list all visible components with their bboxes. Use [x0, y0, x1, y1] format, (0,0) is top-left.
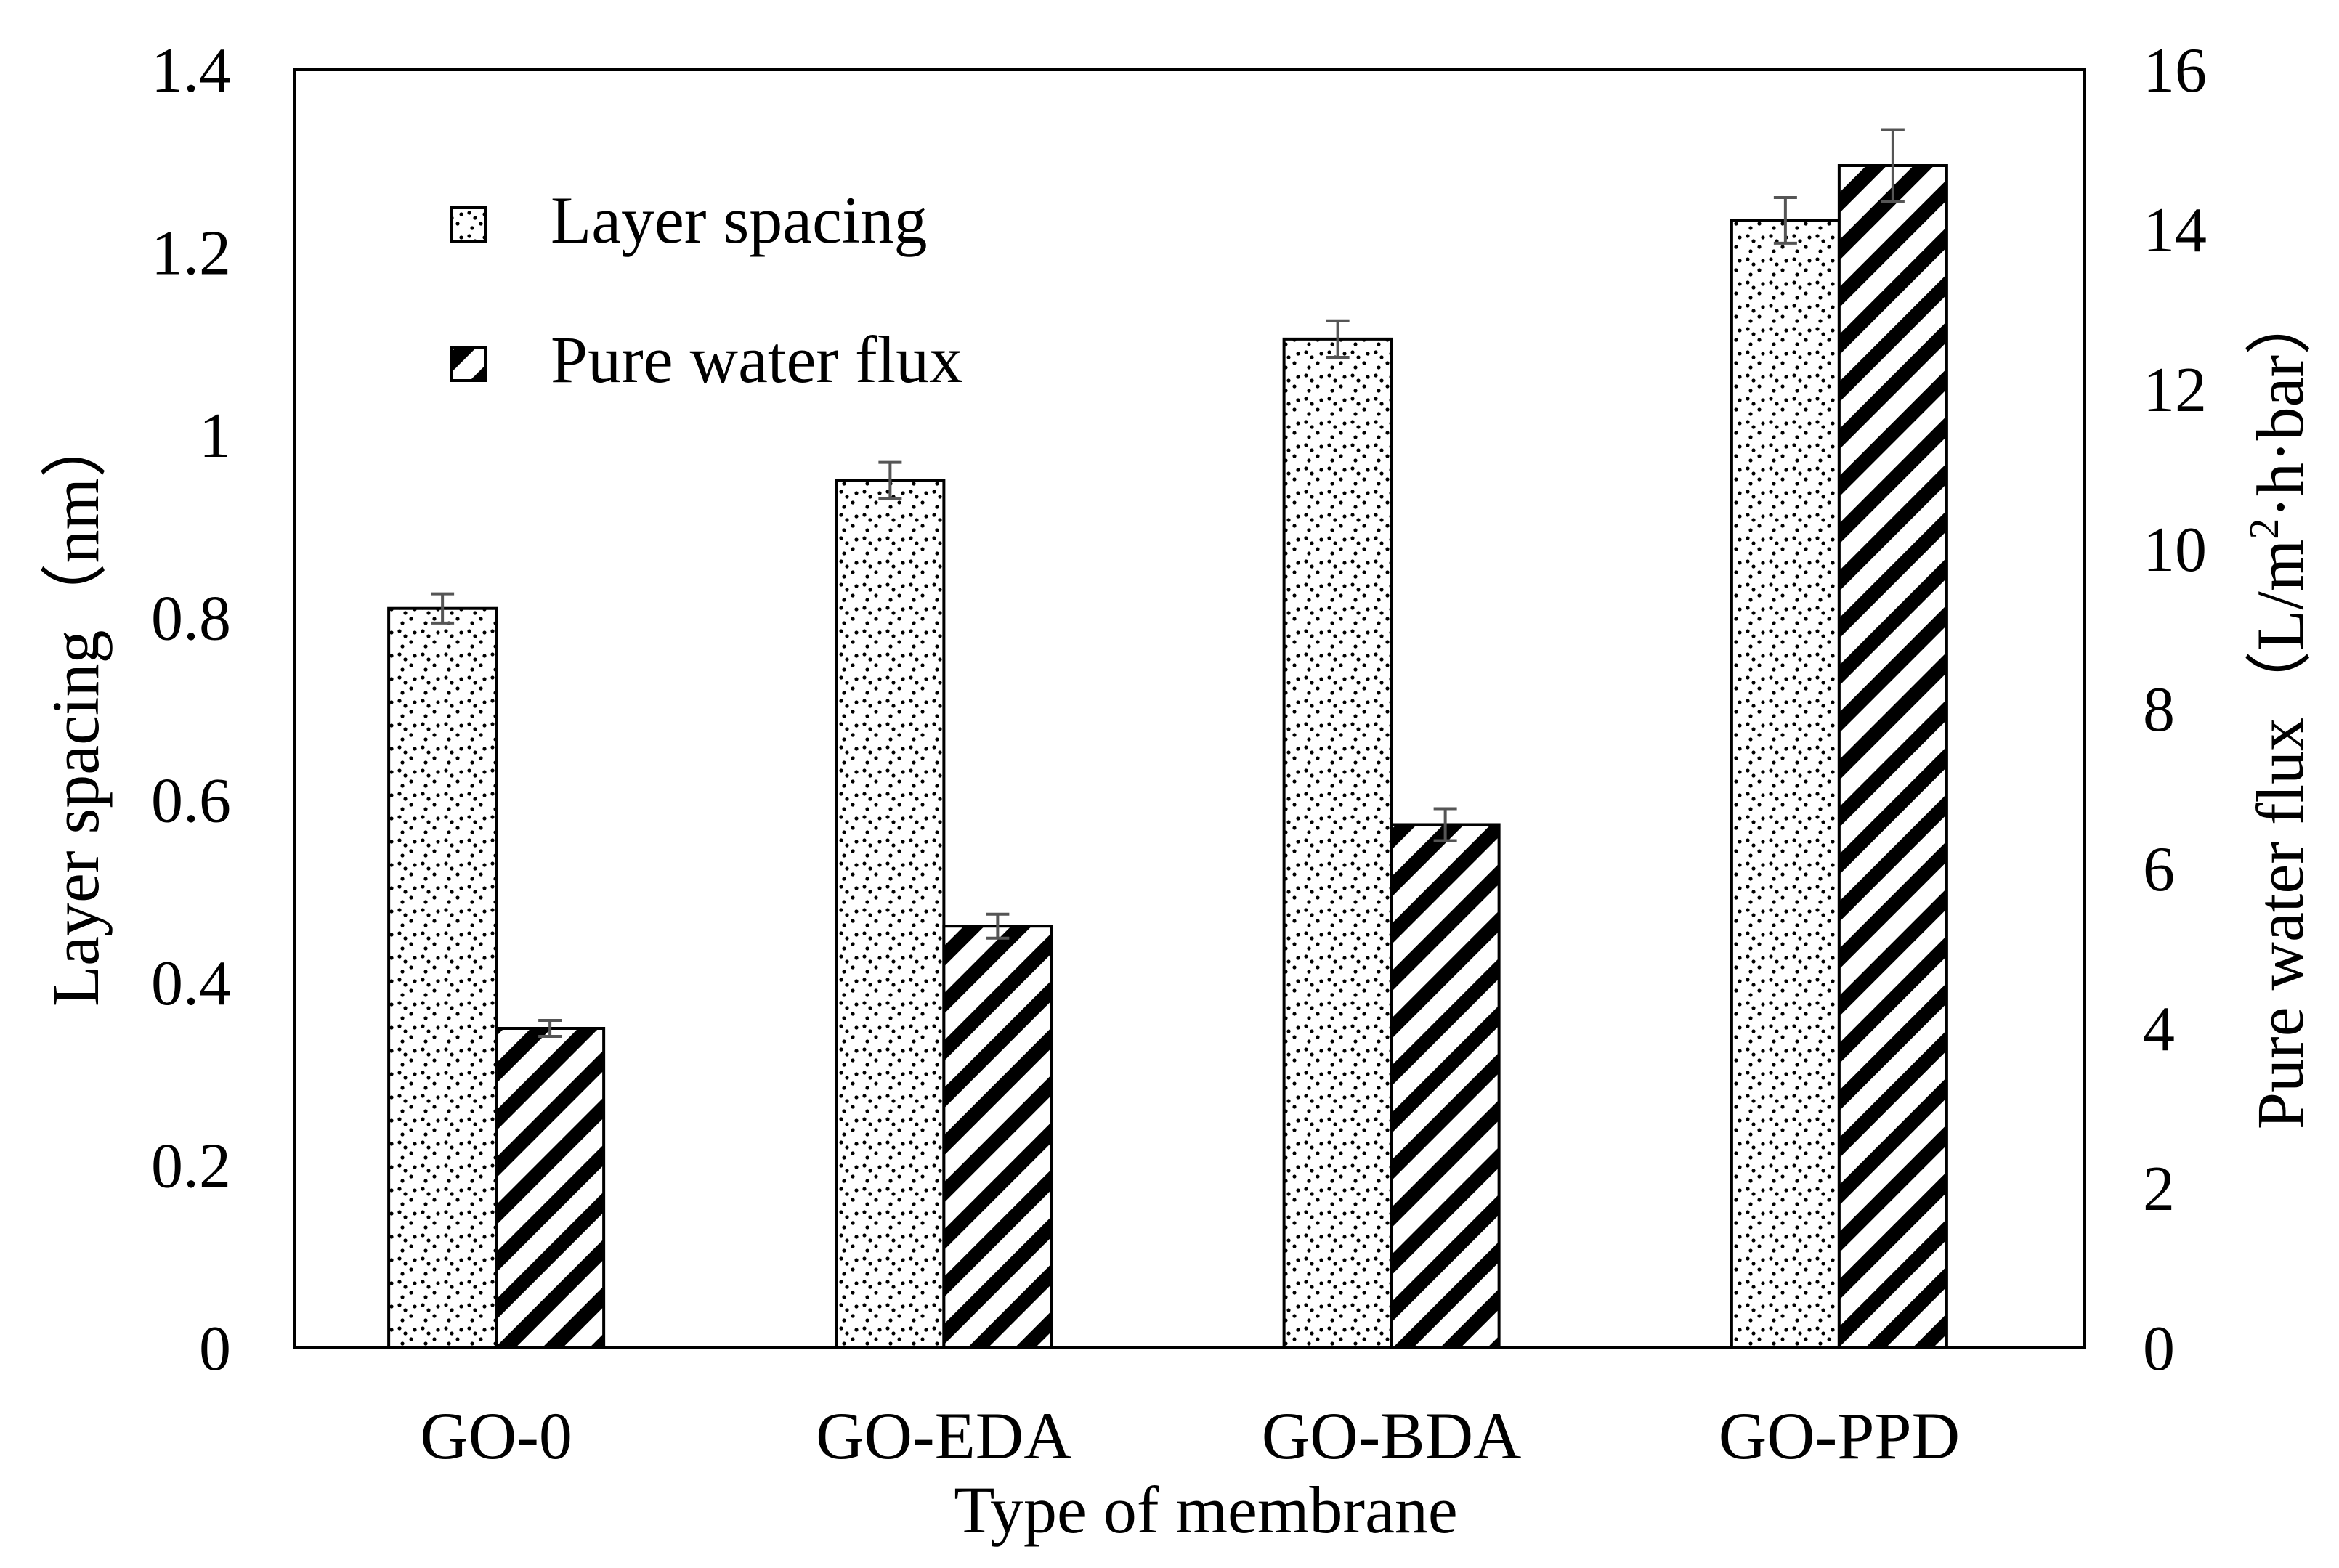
right-axis-ticks: 0 2 4 6 8 10 12 14 16 — [2143, 36, 2207, 1384]
category-label: GO-BDA — [1262, 1399, 1522, 1473]
right-tick-label: 12 — [2143, 355, 2207, 426]
legend-label-layer-spacing: Layer spacing — [551, 183, 928, 257]
right-tick-label: 4 — [2143, 994, 2175, 1065]
right-axis-title: Pure water flux（L/m2·h·bar） — [2240, 288, 2317, 1129]
category-labels: GO-0 GO-EDA GO-BDA GO-PPD — [420, 1399, 1960, 1473]
right-axis-title-superscript: 2 — [2240, 519, 2287, 540]
bar-layer-spacing-go-0 — [387, 606, 498, 1349]
right-tick-label: 10 — [2143, 515, 2207, 585]
category-label: GO-EDA — [816, 1399, 1072, 1473]
plot-area — [293, 68, 2086, 1349]
x-axis-title: Type of membrane — [954, 1473, 1458, 1547]
legend: Layer spacing Pure water flux — [450, 183, 962, 397]
error-bar-layer-spacing-go-bda — [1326, 319, 1350, 359]
error-bar-layer-spacing-go-eda — [878, 460, 902, 500]
error-bar-pure-water-flux-go-ppd — [1881, 128, 1905, 203]
left-tick-label: 0.8 — [151, 583, 231, 654]
bar-layer-spacing-go-ppd — [1730, 219, 1841, 1349]
error-bar-pure-water-flux-go-bda — [1433, 807, 1457, 842]
legend-swatch-pure-water-flux — [450, 346, 487, 382]
right-tick-label: 16 — [2143, 36, 2207, 106]
left-tick-label: 0 — [199, 1314, 231, 1384]
right-tick-label: 0 — [2143, 1314, 2175, 1384]
left-tick-label: 1 — [199, 401, 231, 471]
bar-layer-spacing-go-bda — [1282, 337, 1393, 1349]
bar-layer-spacing-go-eda — [835, 479, 946, 1350]
error-bar-layer-spacing-go-0 — [431, 592, 455, 625]
error-bar-pure-water-flux-go-0 — [538, 1019, 562, 1038]
category-label: GO-0 — [420, 1399, 572, 1473]
right-tick-label: 6 — [2143, 834, 2175, 905]
left-tick-label: 1.4 — [151, 36, 231, 106]
left-tick-label: 0.6 — [151, 766, 231, 837]
bar-pure-water-flux-go-0 — [495, 1027, 606, 1349]
bar-pure-water-flux-go-eda — [942, 925, 1053, 1349]
legend-label-pure-water-flux: Pure water flux — [551, 322, 962, 397]
category-label: GO-PPD — [1719, 1399, 1960, 1473]
left-tick-label: 1.2 — [151, 218, 231, 288]
left-tick-label: 0.2 — [151, 1132, 231, 1202]
bar-pure-water-flux-go-bda — [1390, 823, 1501, 1349]
right-tick-label: 14 — [2143, 195, 2207, 266]
left-axis-ticks: 0 0.2 0.4 0.6 0.8 1 1.2 1.4 — [151, 36, 231, 1384]
error-bar-pure-water-flux-go-eda — [986, 912, 1010, 940]
left-tick-label: 0.4 — [151, 948, 231, 1019]
right-tick-label: 8 — [2143, 675, 2175, 745]
left-axis-title: Layer spacing（nm） — [38, 411, 113, 1007]
error-bar-layer-spacing-go-ppd — [1773, 196, 1797, 245]
legend-swatch-layer-spacing — [450, 206, 487, 243]
bars — [387, 164, 1948, 1350]
error-bars — [431, 128, 1905, 1038]
right-tick-label: 2 — [2143, 1154, 2175, 1224]
bar-pure-water-flux-go-ppd — [1837, 164, 1948, 1349]
